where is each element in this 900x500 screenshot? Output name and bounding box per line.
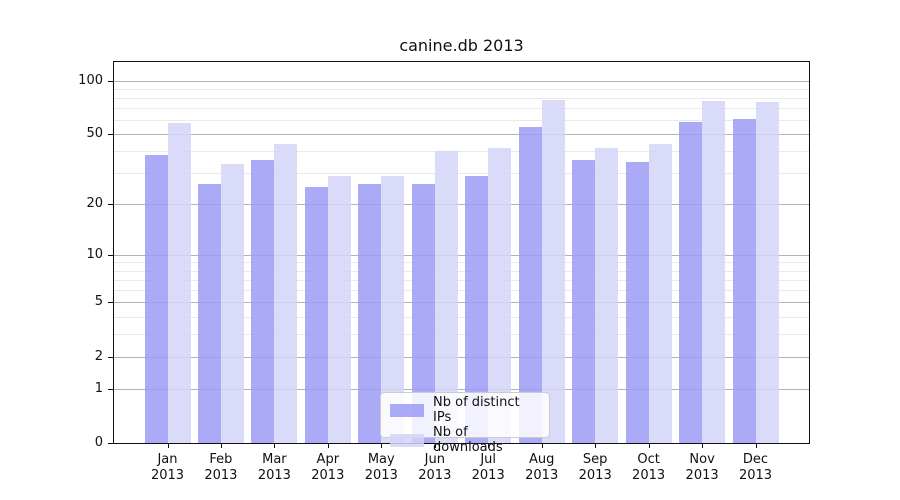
bar-distinct-ips [465,175,489,443]
gridline-minor [114,290,809,292]
y-tick-mark [108,80,113,82]
x-tick-label: Jun 2013 [418,452,452,483]
bar-downloads [488,147,512,443]
x-tick-mark [434,444,436,448]
y-tick-mark [108,356,113,358]
bar-downloads [541,99,565,443]
x-tick-mark [381,444,383,448]
x-tick-mark [541,444,543,448]
x-tick-label: Feb 2013 [204,452,238,483]
y-tick-label: 5 [94,294,103,310]
y-tick-mark [108,302,113,304]
legend-label-distinct-ips: Nb of distinct IPs [433,395,520,425]
bar-downloads [381,175,405,443]
bar-distinct-ips [304,187,328,443]
bar-distinct-ips [358,184,382,443]
bar-distinct-ips [732,118,756,443]
gridline-major [114,203,809,205]
y-tick-label: 20 [86,195,103,211]
bar-downloads [648,144,672,443]
gridline-major [114,80,809,82]
x-tick-label: Sep 2013 [578,452,612,483]
chart-title: canine.db 2013 [399,36,524,55]
x-tick-mark [274,444,276,448]
x-tick-label: Dec 2013 [738,452,773,483]
x-tick-label: Jul 2013 [471,452,505,483]
x-tick-label: Nov 2013 [685,452,719,483]
gridline-minor [114,334,809,336]
gridline-minor [114,262,809,264]
gridline-minor [114,279,809,281]
x-tick-label: Oct 2013 [632,452,666,483]
y-tick-label: 0 [94,435,103,450]
gridline-major [114,134,809,136]
bar-distinct-ips [144,155,168,443]
x-tick-mark [488,444,490,448]
bar-downloads [327,175,351,443]
legend-swatch-distinct-ips [390,403,424,417]
x-tick-mark [755,444,757,448]
bar-downloads [434,151,458,443]
x-tick-label: Mar 2013 [257,452,291,483]
y-tick-mark [108,254,113,256]
gridline-major [114,302,809,304]
gridline-major [114,356,809,358]
bar-distinct-ips [572,159,596,443]
bar-downloads [595,147,619,443]
x-tick-mark [648,444,650,448]
y-tick-mark [108,203,113,205]
gridline-minor [114,173,809,175]
legend-item-distinct-ips: Nb of distinct IPs [390,395,540,425]
gridline-minor [114,270,809,272]
x-tick-mark [327,444,329,448]
plot-area [113,61,810,444]
x-tick-label: Apr 2013 [311,452,345,483]
bar-distinct-ips [197,184,221,443]
gridline-major [114,254,809,256]
x-tick-label: Jan 2013 [150,452,185,483]
bar-downloads [702,100,726,443]
gridline-minor [114,108,809,110]
x-tick-mark [595,444,597,448]
x-tick-mark [220,444,222,448]
gridline-major [114,388,809,390]
y-tick-label: 50 [86,126,103,142]
gridline-minor [114,120,809,122]
y-tick-label: 1 [94,380,103,396]
y-tick-mark [108,134,113,136]
bar-distinct-ips [411,184,435,443]
x-tick-label: Aug 2013 [525,452,559,483]
y-tick-mark [108,388,113,390]
bar-distinct-ips [679,121,703,443]
y-tick-label: 10 [86,246,103,262]
bar-distinct-ips [518,126,542,443]
y-tick-label: 2 [94,348,103,364]
legend-swatch-downloads [390,433,424,447]
bar-downloads [220,163,244,443]
x-tick-label: May 2013 [364,452,398,483]
legend: Nb of distinct IPs Nb of downloads [380,392,550,455]
legend-item-downloads: Nb of downloads [390,425,540,455]
x-tick-mark [702,444,704,448]
gridline-minor [114,97,809,99]
y-tick-mark [108,443,113,444]
gridline-minor [114,88,809,90]
bar-downloads [274,144,298,443]
bar-downloads [755,101,779,443]
gridline-minor [114,316,809,318]
bar-distinct-ips [625,161,649,443]
bar-distinct-ips [251,159,275,443]
x-tick-mark [167,444,169,448]
y-tick-label: 100 [78,72,103,88]
legend-label-downloads: Nb of downloads [433,425,503,455]
bar-downloads [167,122,191,443]
gridline-minor [114,151,809,153]
